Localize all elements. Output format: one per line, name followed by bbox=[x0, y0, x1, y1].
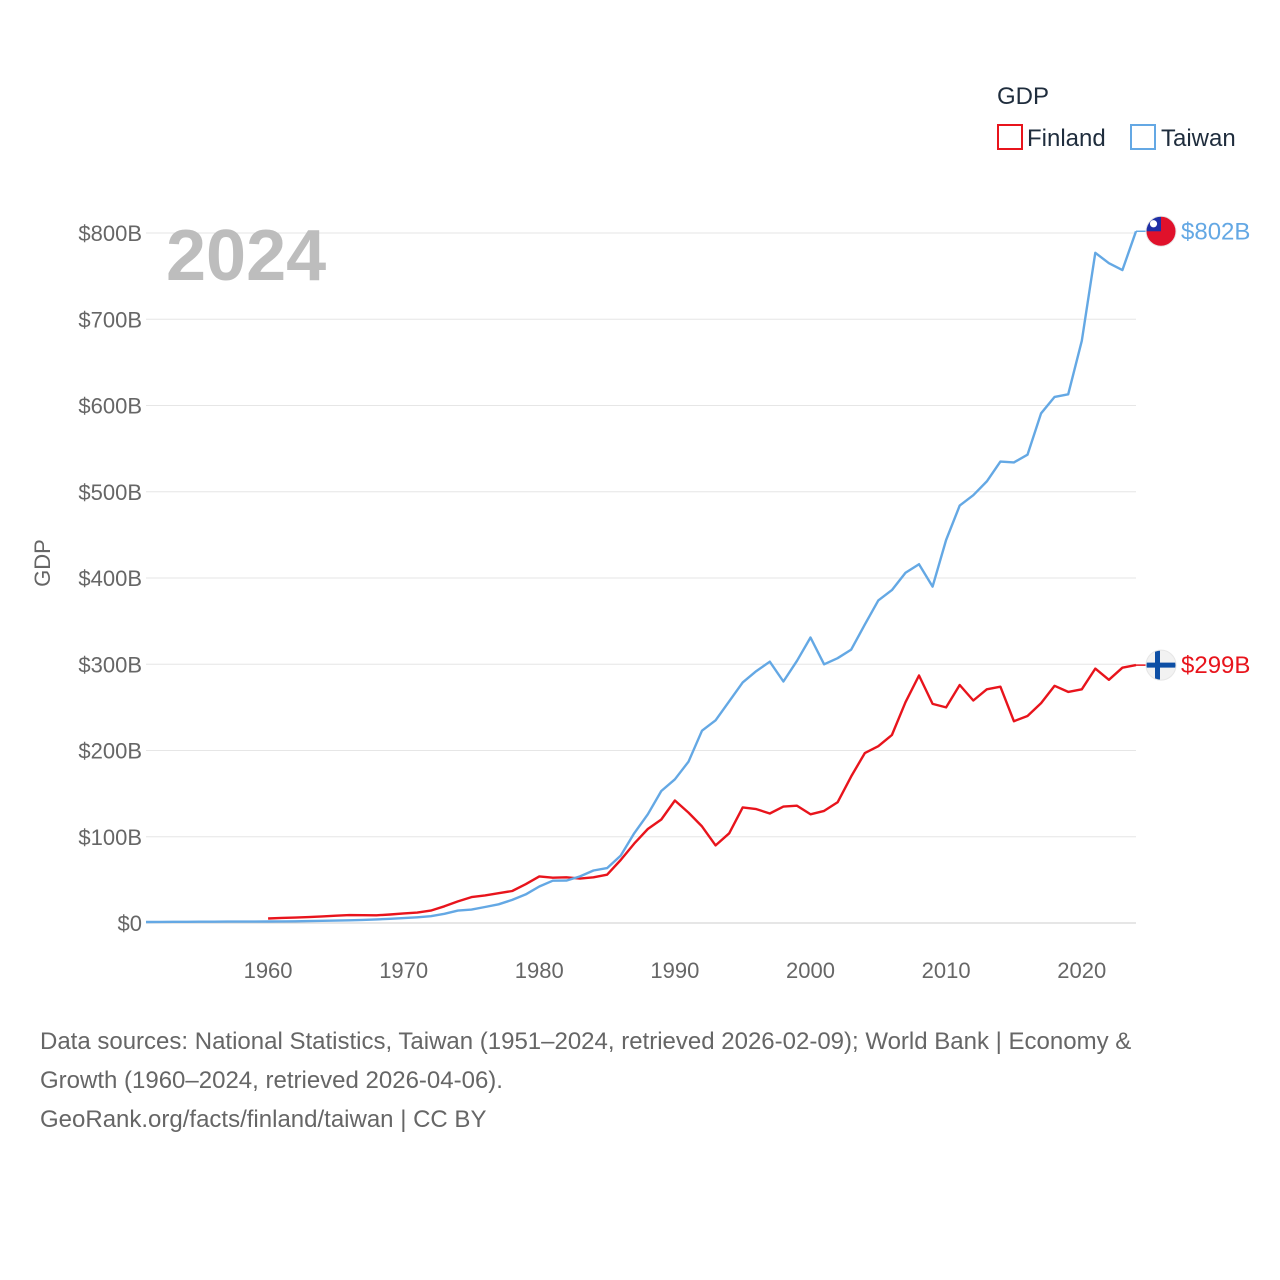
footer: Data sources: National Statistics, Taiwa… bbox=[40, 1022, 1240, 1139]
attribution: GeoRank.org/facts/finland/taiwan | CC BY bbox=[40, 1106, 487, 1133]
x-tick-label: 2000 bbox=[786, 958, 835, 983]
legend-item-finland[interactable]: Finland bbox=[997, 124, 1106, 152]
y-tick-label: $100B bbox=[78, 825, 142, 850]
legend-swatch-taiwan bbox=[1130, 124, 1156, 150]
x-tick-label: 2010 bbox=[922, 958, 971, 983]
data-sources-line1: Data sources: National Statistics, Taiwa… bbox=[40, 1028, 1132, 1055]
x-tick-label: 2020 bbox=[1057, 958, 1106, 983]
y-tick-label: $500B bbox=[78, 480, 142, 505]
y-tick-label: $800B bbox=[78, 221, 142, 246]
x-tick-label: 1960 bbox=[244, 958, 293, 983]
end-markers: $299B $802B bbox=[1136, 215, 1250, 681]
legend-label-taiwan: Taiwan bbox=[1161, 125, 1236, 152]
y-tick-label: $0 bbox=[118, 911, 142, 936]
series-line-finland[interactable] bbox=[268, 663, 1137, 920]
y-tick-label: $700B bbox=[78, 307, 142, 332]
gdp-line-chart: $0 $100B $200B $300B $400B $500B $600B $700B $80… bbox=[30, 83, 1250, 983]
taiwan-flag-icon bbox=[1145, 215, 1177, 247]
legend-swatch-finland bbox=[997, 124, 1023, 150]
legend-label-finland: Finland bbox=[1027, 125, 1106, 152]
y-tick-label: $400B bbox=[78, 566, 142, 591]
legend-title: GDP bbox=[997, 83, 1049, 110]
x-tick-label: 1980 bbox=[515, 958, 564, 983]
x-tick-label: 1970 bbox=[379, 958, 428, 983]
x-tick-label: 1990 bbox=[650, 958, 699, 983]
y-tick-label: $600B bbox=[78, 394, 142, 419]
legend-item-taiwan[interactable]: Taiwan bbox=[1130, 124, 1236, 152]
end-value-label-taiwan: $802B bbox=[1181, 218, 1250, 245]
y-axis-label: GDP bbox=[30, 539, 55, 587]
gridlines bbox=[146, 232, 1136, 924]
finland-flag-icon bbox=[1145, 649, 1177, 681]
y-tick-label: $200B bbox=[78, 739, 142, 764]
x-axis: 1960 1970 1980 1990 2000 2010 2020 bbox=[244, 958, 1107, 983]
series-lines bbox=[145, 230, 1138, 924]
y-axis: $0 $100B $200B $300B $400B $500B $600B $700B $80… bbox=[78, 221, 142, 936]
y-tick-label: $300B bbox=[78, 652, 142, 677]
data-sources-line2: Growth (1960–2024, retrieved 2026-04-06)… bbox=[40, 1067, 503, 1094]
legend[interactable]: GDP Finland Taiwan bbox=[997, 83, 1236, 152]
end-value-label-finland: $299B bbox=[1181, 652, 1250, 679]
year-label: 2024 bbox=[166, 216, 326, 296]
series-line-taiwan[interactable] bbox=[145, 230, 1138, 924]
